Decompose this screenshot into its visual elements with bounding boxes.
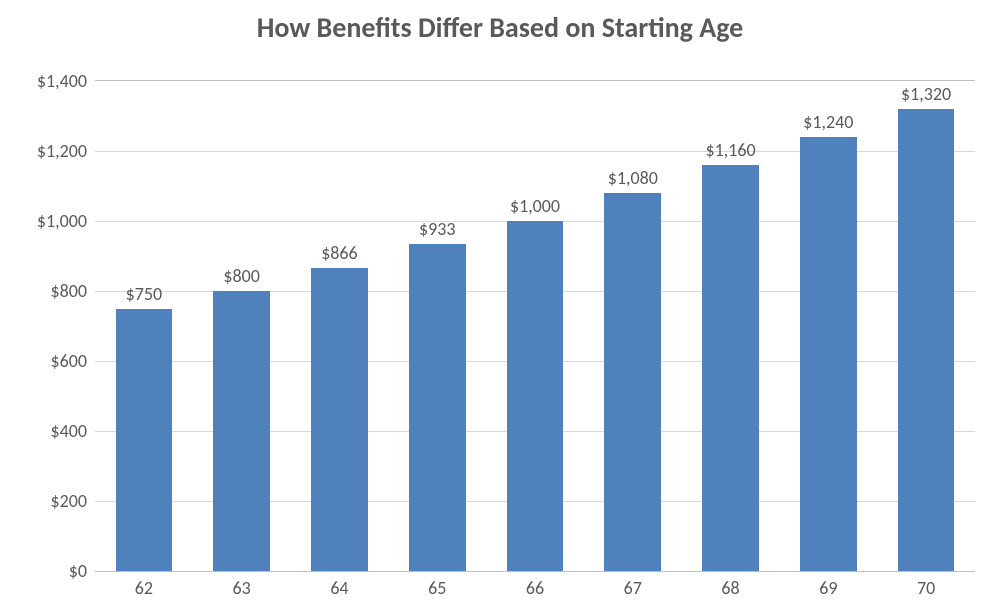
- y-axis-tick-label: $200: [51, 490, 88, 512]
- x-axis-tick-label: 67: [624, 577, 642, 599]
- y-axis-tick-label: $400: [51, 420, 88, 442]
- bar: [213, 291, 270, 571]
- y-axis-tick-label: $800: [51, 280, 88, 302]
- chart-title: How Benefits Differ Based on Starting Ag…: [0, 10, 1000, 45]
- x-axis-tick-label: 65: [428, 577, 446, 599]
- bar: [604, 193, 661, 571]
- y-axis-tick-label: $0: [69, 560, 87, 582]
- x-axis-tick-label: 70: [917, 577, 935, 599]
- bar: [116, 309, 173, 572]
- x-axis-tick-label: 64: [330, 577, 348, 599]
- bar: [409, 244, 466, 571]
- y-axis-tick-label: $1,200: [37, 140, 87, 162]
- plot-area: $0$200$400$600$800$1,000$1,200$1,40062$7…: [95, 80, 975, 572]
- x-axis-tick-label: 69: [819, 577, 837, 599]
- x-axis-tick-label: 62: [135, 577, 153, 599]
- bar-value-label: $1,240: [803, 111, 853, 133]
- y-axis-tick-label: $1,000: [37, 210, 87, 232]
- bar: [800, 137, 857, 571]
- x-axis-tick-label: 66: [526, 577, 544, 599]
- chart-container: How Benefits Differ Based on Starting Ag…: [0, 0, 1000, 615]
- bar-value-label: $1,160: [705, 139, 755, 161]
- x-axis-tick-label: 68: [721, 577, 739, 599]
- bar-value-label: $1,080: [608, 167, 658, 189]
- bar: [898, 109, 955, 571]
- bar-value-label: $750: [126, 283, 163, 305]
- bar-value-label: $1,000: [510, 195, 560, 217]
- bar-value-label: $800: [223, 265, 260, 287]
- bar: [311, 268, 368, 571]
- bar: [702, 165, 759, 571]
- x-axis-tick-label: 63: [233, 577, 251, 599]
- y-axis-tick-label: $600: [51, 350, 88, 372]
- bar: [507, 221, 564, 571]
- bar-value-label: $933: [419, 218, 456, 240]
- y-axis-tick-label: $1,400: [37, 70, 87, 92]
- bar-value-label: $866: [321, 242, 358, 264]
- bar-value-label: $1,320: [901, 83, 951, 105]
